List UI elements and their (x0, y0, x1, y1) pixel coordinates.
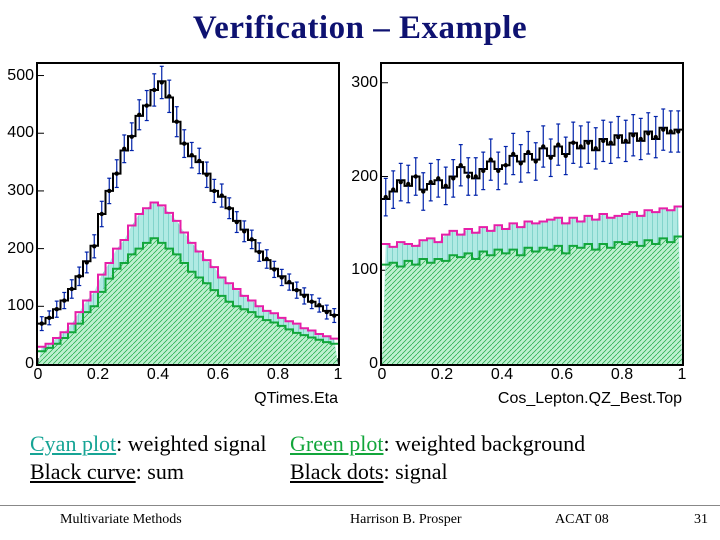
caption: Cyan plot: weighted signal Green plot: w… (30, 430, 690, 486)
right-xlabel: Cos_Lepton.QZ_Best.Top (498, 390, 682, 408)
cyan-plot-label: Cyan plot (30, 431, 116, 456)
left-xlabel: QTimes.Eta (254, 390, 338, 408)
black-curve-label: Black curve (30, 459, 136, 484)
green-plot-label: Green plot (290, 431, 383, 456)
footer-left: Multivariate Methods (60, 512, 182, 528)
qtimes-eta-chart: 0100200300400500 00.20.40.60.81 QTimes.E… (36, 62, 340, 366)
black-dots-label: Black dots (290, 459, 384, 484)
page-number: 31 (694, 512, 708, 528)
page-title: Verification – Example (0, 0, 720, 47)
cos-lepton-chart: 0100200300 00.20.40.60.81 Cos_Lepton.QZ_… (380, 62, 684, 366)
footer-center: Harrison B. Prosper (350, 512, 462, 528)
footer-right: ACAT 08 (555, 512, 609, 528)
